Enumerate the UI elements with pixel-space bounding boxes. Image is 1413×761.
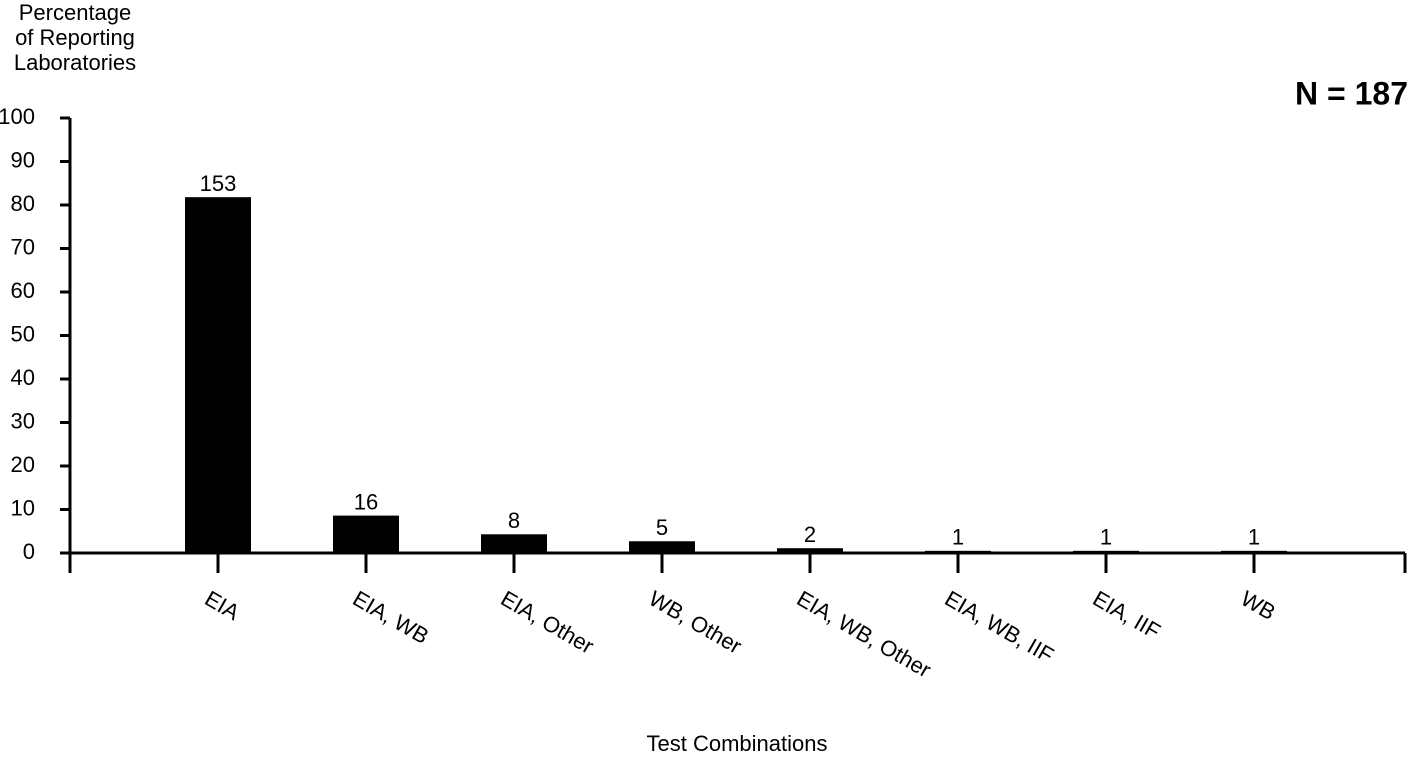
bar <box>629 541 695 553</box>
x-tick-label: EIA, Other <box>497 586 598 659</box>
y-axis-title: Laboratories <box>14 50 136 75</box>
x-axis-title: Test Combinations <box>647 731 828 756</box>
x-tick-label: EIA <box>201 586 244 626</box>
data-label: 1 <box>1248 525 1260 550</box>
data-label: 5 <box>656 515 668 540</box>
y-tick-label: 90 <box>11 147 35 172</box>
x-tick-label: EIA, WB, IIF <box>941 586 1058 668</box>
data-label: 2 <box>804 522 816 547</box>
y-tick-label: 60 <box>11 278 35 303</box>
data-label: 8 <box>508 508 520 533</box>
x-tick-label: EIA, WB, Other <box>793 586 936 683</box>
y-tick-label: 40 <box>11 365 35 390</box>
bar <box>481 534 547 553</box>
y-tick-label: 20 <box>11 452 35 477</box>
bar <box>333 515 399 553</box>
y-axis-title: of Reporting <box>15 25 135 50</box>
y-tick-label: 100 <box>0 104 35 129</box>
x-tick-label: WB, Other <box>645 586 746 659</box>
y-tick-label: 0 <box>23 539 35 564</box>
bar <box>185 197 251 554</box>
data-label: 1 <box>952 525 964 550</box>
x-tick-label: EIA, WB <box>349 586 433 649</box>
y-axis-title: Percentage <box>19 0 132 25</box>
x-tick-label: EIA, IIF <box>1089 586 1165 644</box>
x-tick-label: WB <box>1237 586 1280 625</box>
y-tick-label: 10 <box>11 495 35 520</box>
y-tick-label: 70 <box>11 234 35 259</box>
annotation: N = 187 <box>1295 75 1408 111</box>
y-tick-label: 80 <box>11 191 35 216</box>
y-tick-label: 30 <box>11 408 35 433</box>
y-tick-label: 50 <box>11 321 35 346</box>
bar <box>777 548 843 553</box>
data-label: 16 <box>354 489 378 514</box>
data-label: 1 <box>1100 525 1112 550</box>
data-label: 153 <box>200 171 237 196</box>
